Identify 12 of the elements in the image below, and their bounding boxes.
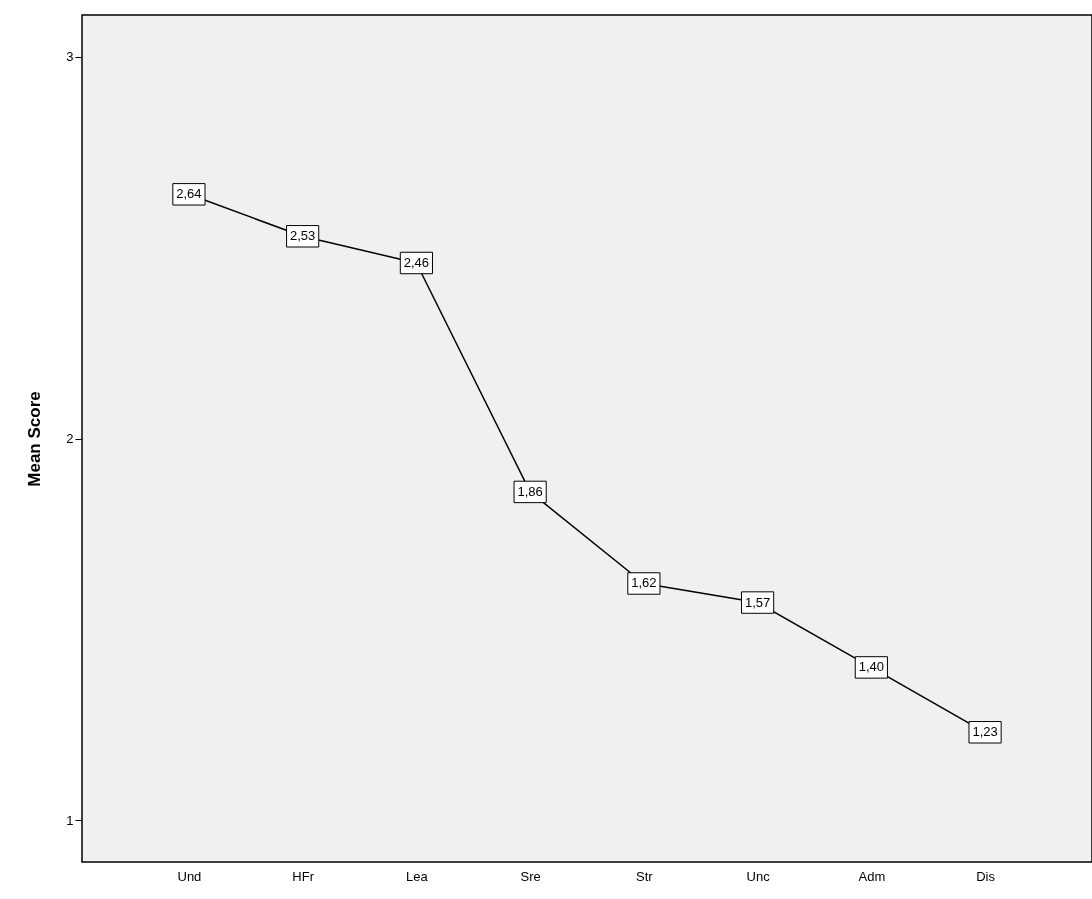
x-tick-label: Und: [177, 868, 202, 884]
y-tick-label: 2: [66, 431, 74, 446]
x-tick-label: Sre: [520, 868, 541, 884]
x-tick-label: HFr: [292, 868, 315, 884]
y-axis-title: Mean Score: [25, 391, 45, 487]
y-tick-label: 1: [66, 812, 74, 828]
y-tick-label: 3: [66, 49, 74, 65]
x-tick-label: Str: [636, 868, 654, 884]
x-tick-label: Dis: [976, 868, 996, 884]
x-tick-label: Unc: [746, 868, 771, 884]
x-tick-label: Lea: [406, 868, 429, 884]
x-tick-label: Adm: [858, 868, 886, 884]
